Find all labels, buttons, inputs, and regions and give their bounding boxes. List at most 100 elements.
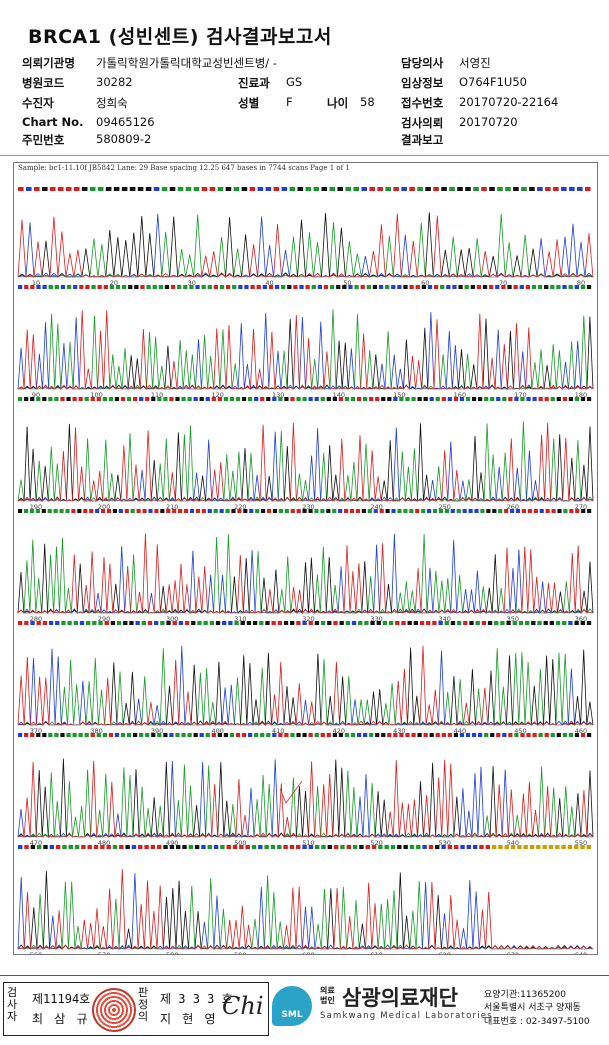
base-call-marker [41, 509, 46, 513]
base-call-marker [33, 187, 40, 191]
base-call-marker [462, 509, 467, 513]
base-call-marker [249, 187, 256, 191]
base-call-marker [223, 733, 229, 737]
base-call-marker [139, 733, 144, 737]
base-call-marker [440, 285, 445, 289]
base-call-marker [184, 621, 190, 625]
base-call-marker [233, 187, 240, 191]
position-tick-label: 280 [30, 615, 42, 623]
base-call-marker [469, 621, 474, 625]
base-call-marker [172, 509, 177, 513]
position-tick-label: 550 [575, 839, 587, 847]
base-call-marker [556, 733, 561, 737]
base-call-marker [377, 187, 383, 191]
position-tick-label: 420 [333, 727, 345, 735]
base-call-marker [126, 733, 132, 737]
base-call-marker [465, 187, 471, 191]
base-call-marker [397, 285, 402, 289]
base-call-marker [375, 733, 380, 737]
base-call-marker [508, 397, 513, 401]
base-call-marker [393, 397, 398, 401]
position-tick-label: 600 [302, 951, 314, 954]
base-call-marker [48, 621, 54, 625]
base-call-marker [401, 187, 407, 191]
base-call-marker [498, 845, 503, 849]
base-call-marker [260, 733, 265, 737]
base-call-marker [447, 733, 452, 737]
base-call-marker [209, 621, 214, 625]
position-tick-label: 310 [234, 615, 246, 623]
base-call-marker [550, 397, 555, 401]
base-call-marker [429, 397, 434, 401]
base-call-marker [60, 285, 66, 289]
base-call-marker [379, 509, 384, 513]
base-call-marker [544, 733, 549, 737]
base-call-marker [109, 285, 115, 289]
trace-channel-g [17, 543, 594, 615]
base-call-marker [531, 621, 536, 625]
base-call-marker [423, 397, 428, 401]
trace-channel-c [17, 873, 594, 951]
base-call-marker [207, 845, 212, 849]
base-call-marker [586, 733, 592, 737]
sex-value: F [286, 95, 293, 109]
trace-channel-a [17, 534, 594, 615]
base-call-marker [299, 285, 304, 289]
base-call-marker [450, 509, 455, 513]
base-call-marker [120, 397, 126, 401]
base-call-marker [154, 509, 159, 513]
base-call-marker [580, 621, 585, 625]
signature-box [3, 982, 269, 1036]
base-call-marker [290, 733, 295, 737]
position-tick-label: 200 [98, 503, 110, 511]
base-call-marker [496, 733, 501, 737]
base-call-marker [271, 621, 276, 625]
position-tick-label: 440 [454, 727, 466, 735]
base-call-marker [446, 285, 451, 289]
base-call-marker [527, 509, 532, 513]
base-call-marker [142, 509, 147, 513]
base-call-marker [320, 733, 325, 737]
base-call-marker [539, 509, 544, 513]
base-call-marker [580, 733, 586, 737]
base-call-marker [24, 733, 29, 737]
base-call-marker [124, 509, 129, 513]
base-call-marker [290, 509, 295, 513]
base-call-marker [569, 187, 575, 191]
institution-label: 의뢰기관명 [22, 56, 75, 70]
base-call-marker [345, 187, 352, 191]
base-call-marker [489, 187, 495, 191]
base-call-marker [471, 733, 477, 737]
base-call-marker [207, 509, 212, 513]
base-call-marker [305, 187, 312, 191]
base-call-marker [229, 397, 235, 401]
base-call-marker [456, 509, 461, 513]
base-call-marker [161, 187, 168, 191]
base-call-marker [48, 733, 53, 737]
position-tick-label: 110 [151, 391, 163, 399]
base-call-marker [30, 285, 35, 289]
base-call-marker [197, 621, 202, 625]
base-call-marker [100, 509, 106, 513]
base-call-marker [405, 733, 410, 737]
base-call-marker [81, 187, 88, 191]
base-call-marker [441, 187, 447, 191]
base-call-marker [53, 509, 58, 513]
position-tick-label: 330 [370, 615, 382, 623]
base-call-marker [478, 733, 483, 737]
base-call-marker [463, 621, 468, 625]
base-call-marker [59, 509, 64, 513]
receipt-value: 20170720-22164 [459, 95, 559, 109]
base-call-marker [29, 509, 35, 513]
base-call-marker [266, 509, 272, 513]
base-call-marker [266, 733, 271, 737]
base-call-marker [338, 397, 344, 401]
base-call-marker [160, 509, 165, 513]
base-call-marker [361, 187, 367, 191]
base-call-marker [489, 285, 494, 289]
base-call-marker [126, 397, 132, 401]
clinical-value: O764F1U50 [459, 75, 527, 89]
base-call-marker [529, 187, 535, 191]
base-call-marker [41, 187, 48, 191]
base-call-marker [222, 621, 227, 625]
